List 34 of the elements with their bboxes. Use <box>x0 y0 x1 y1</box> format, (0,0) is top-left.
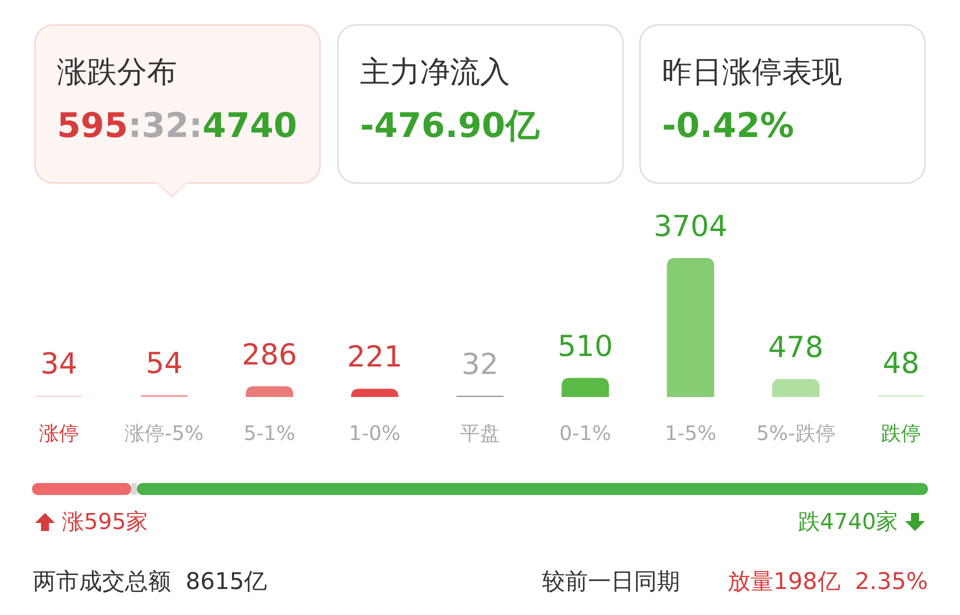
x-tick-label: 跌停 <box>881 421 922 445</box>
text: 主力净流入 <box>360 55 510 90</box>
x-tick-label: 涨停-5% <box>124 421 204 445</box>
data-label: 478 <box>768 330 824 364</box>
x-tick-label: 平盘 <box>460 421 500 445</box>
data-label: 286 <box>242 337 298 372</box>
x-tick-label: 5-1% <box>244 421 296 445</box>
data-label: 54 <box>146 346 183 380</box>
bar <box>772 379 820 397</box>
text: 涨跌分布 <box>57 55 177 90</box>
text: 涨595家 <box>62 510 148 535</box>
x-tick-label: 1-0% <box>348 421 401 445</box>
bar <box>666 258 714 397</box>
data-label: 3704 <box>654 209 728 243</box>
text: 较前一日同期 <box>542 569 680 595</box>
text: -476.90亿 <box>360 106 540 146</box>
x-tick-label: 0-1% <box>559 421 612 445</box>
text: 放量198亿 2.35% <box>727 569 928 595</box>
bar <box>562 378 609 397</box>
text: 跌4740家 <box>798 510 898 535</box>
text: 昨日涨停表现 <box>662 55 842 90</box>
data-label: 221 <box>347 340 402 374</box>
text: -0.42% <box>662 106 794 146</box>
bar <box>246 386 294 397</box>
data-label: 48 <box>882 346 920 380</box>
data-label: 34 <box>40 346 78 381</box>
data-label: 510 <box>558 328 613 363</box>
x-tick-label: 5%-跌停 <box>756 421 836 445</box>
x-tick-label: 1-5% <box>664 421 716 445</box>
x-tick-label: 涨停 <box>38 421 79 445</box>
data-label: 32 <box>462 346 498 381</box>
text: 595:32:4740 <box>57 106 298 146</box>
bar <box>351 388 398 397</box>
text: 两市成交总额 8615亿 <box>33 569 268 595</box>
